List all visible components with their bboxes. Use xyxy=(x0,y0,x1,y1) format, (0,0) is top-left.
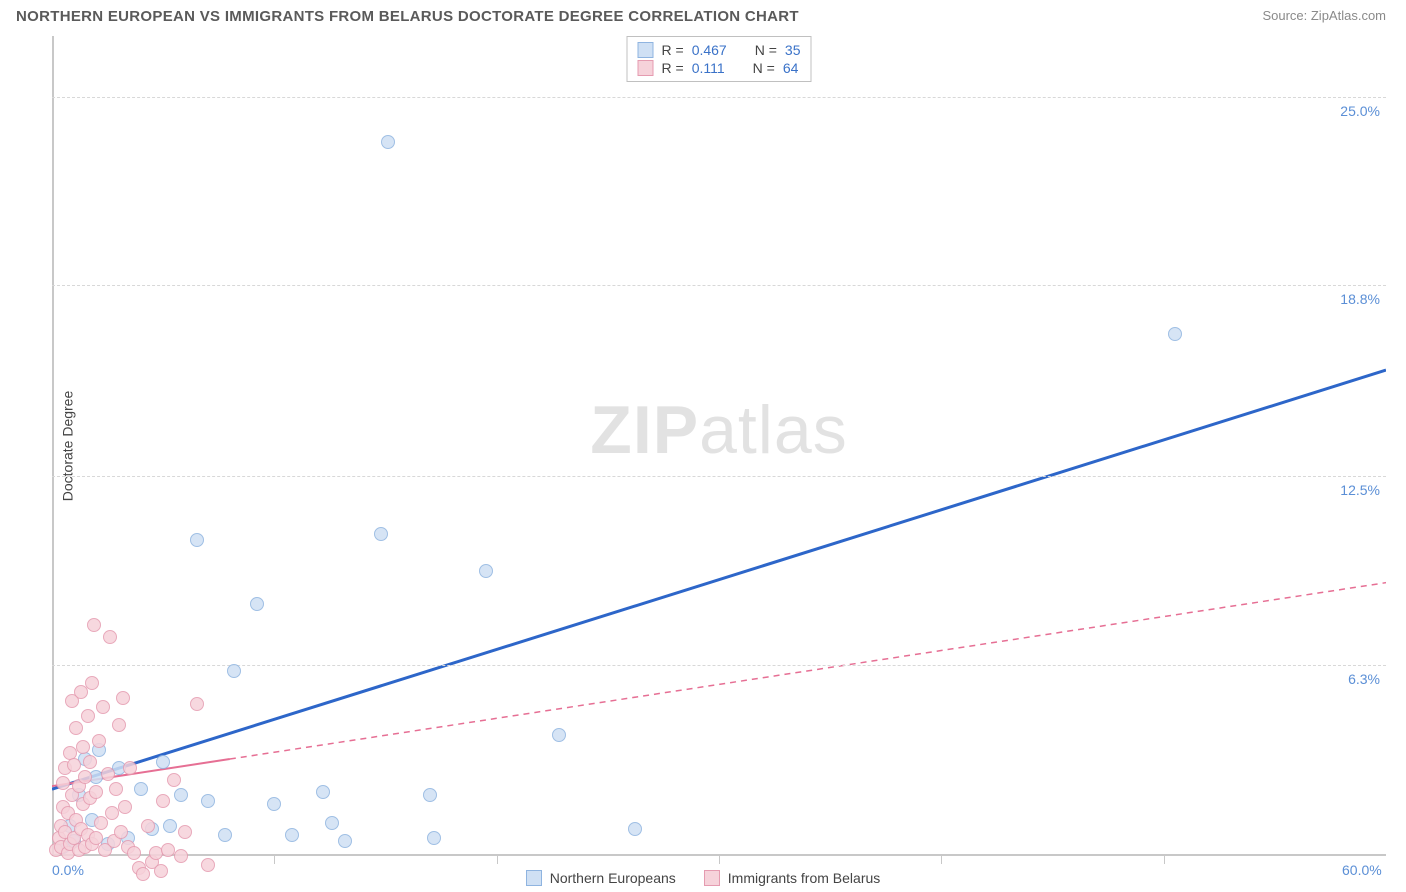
gridline xyxy=(52,476,1386,477)
data-point xyxy=(101,767,115,781)
data-point xyxy=(227,664,241,678)
data-point xyxy=(250,597,264,611)
data-point xyxy=(78,770,92,784)
data-point xyxy=(96,700,110,714)
data-point xyxy=(156,794,170,808)
data-point xyxy=(67,758,81,772)
stats-row: R = 0.111 N = 64 xyxy=(638,59,801,77)
data-point xyxy=(89,785,103,799)
data-point xyxy=(141,819,155,833)
x-tick xyxy=(1164,856,1165,864)
stat-n-value: 35 xyxy=(785,42,801,58)
data-point xyxy=(92,734,106,748)
y-axis xyxy=(52,36,54,856)
y-tick-label: 18.8% xyxy=(1340,291,1380,307)
stat-n-label: N = xyxy=(753,60,775,76)
data-point xyxy=(338,834,352,848)
chart-area: Doctorate Degree ZIPatlas R =0.467N =35R… xyxy=(16,36,1386,856)
legend-swatch xyxy=(704,870,720,886)
stat-r-value: 0.111 xyxy=(692,60,725,76)
data-point xyxy=(167,773,181,787)
data-point xyxy=(178,825,192,839)
data-point xyxy=(267,797,281,811)
data-point xyxy=(174,788,188,802)
data-point xyxy=(118,800,132,814)
legend-swatch xyxy=(638,42,654,58)
stat-r-label: R = xyxy=(662,60,684,76)
gridline xyxy=(52,97,1386,98)
data-point xyxy=(325,816,339,830)
data-point xyxy=(114,825,128,839)
x-tick xyxy=(274,856,275,864)
data-point xyxy=(552,728,566,742)
data-point xyxy=(134,782,148,796)
legend-item: Immigrants from Belarus xyxy=(704,870,880,886)
data-point xyxy=(69,721,83,735)
data-point xyxy=(628,822,642,836)
data-point xyxy=(285,828,299,842)
data-point xyxy=(316,785,330,799)
data-point xyxy=(190,697,204,711)
data-point xyxy=(112,718,126,732)
source-attribution: Source: ZipAtlas.com xyxy=(1262,8,1386,23)
data-point xyxy=(116,691,130,705)
data-point xyxy=(123,761,137,775)
data-point xyxy=(105,806,119,820)
data-point xyxy=(381,135,395,149)
data-point xyxy=(76,740,90,754)
data-point xyxy=(201,794,215,808)
x-tick xyxy=(941,856,942,864)
data-point xyxy=(479,564,493,578)
data-point xyxy=(87,618,101,632)
data-point xyxy=(427,831,441,845)
data-point xyxy=(374,527,388,541)
data-point xyxy=(81,709,95,723)
stats-legend: R = 0.467 N = 35 R = 0.111 N = 64 xyxy=(627,36,812,82)
data-point xyxy=(190,533,204,547)
data-point xyxy=(163,819,177,833)
chart-title: NORTHERN EUROPEAN VS IMMIGRANTS FROM BEL… xyxy=(16,8,799,25)
stats-row: R = 0.467 N = 35 xyxy=(638,41,801,59)
data-point xyxy=(109,782,123,796)
x-tick xyxy=(497,856,498,864)
stat-n-value: 64 xyxy=(783,60,799,76)
legend-swatch xyxy=(638,60,654,76)
data-point xyxy=(156,755,170,769)
x-tick xyxy=(719,856,720,864)
data-point xyxy=(174,849,188,863)
x-axis-min-label: 0.0% xyxy=(52,862,84,878)
legend-label: Northern Europeans xyxy=(550,870,676,886)
y-tick-label: 12.5% xyxy=(1340,482,1380,498)
gridline xyxy=(52,665,1386,666)
data-point xyxy=(103,630,117,644)
legend-item: Northern Europeans xyxy=(526,870,676,886)
legend-swatch xyxy=(526,870,542,886)
y-tick-label: 6.3% xyxy=(1348,671,1380,687)
stat-r-value: 0.467 xyxy=(692,42,727,58)
data-point xyxy=(423,788,437,802)
legend-label: Immigrants from Belarus xyxy=(728,870,880,886)
data-point xyxy=(218,828,232,842)
stat-n-label: N = xyxy=(755,42,777,58)
data-point xyxy=(127,846,141,860)
gridline xyxy=(52,285,1386,286)
plot-region: ZIPatlas R = 0.467 N = 35 R = 0.111 N = 64 6.3%… xyxy=(52,36,1386,856)
data-point xyxy=(161,843,175,857)
data-point xyxy=(85,676,99,690)
trend-lines xyxy=(52,36,1386,856)
y-tick-label: 25.0% xyxy=(1340,103,1380,119)
data-point xyxy=(83,755,97,769)
x-axis-max-label: 60.0% xyxy=(1342,862,1382,878)
bottom-legend: Northern Europeans Immigrants from Belaru… xyxy=(0,870,1406,886)
stat-r-label: R = xyxy=(662,42,684,58)
watermark: ZIPatlas xyxy=(590,391,847,469)
data-point xyxy=(1168,327,1182,341)
